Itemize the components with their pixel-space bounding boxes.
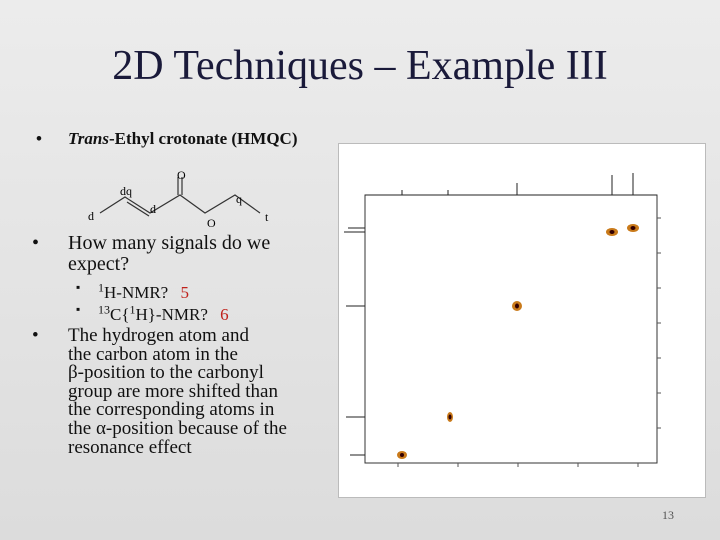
atom-label: O [177,168,186,182]
projection-left [344,227,365,456]
compound-prefix: Trans [68,129,109,148]
explanation-line: the α-position because of the [68,417,287,439]
superscript: 1 [98,280,104,294]
mult-label: dq [120,184,132,198]
answer-row: ▪ 1H-NMR? 5 [76,280,189,303]
mult-label: t [265,210,269,224]
explanation-line: the carbon atom in the [68,343,238,365]
superscript: 1 [129,302,136,316]
molecule: O dq d d q O t [88,168,269,230]
spectrum-frame [338,143,706,498]
explanation-line: group are more shifted than [68,380,278,402]
axis-ticks [397,217,661,467]
answer-value: 6 [220,304,229,324]
bonds [99,177,261,217]
superscript: 13 [98,302,110,316]
page-number: 13 [662,508,674,522]
label-text: H}-NMR? [135,304,208,324]
explanation-line: The hydrogen atom and [68,325,249,346]
bullet-dot: • [32,232,40,254]
explanation-line: the corresponding atoms in [68,399,275,421]
bullet-dot: • [32,325,39,346]
spectrum [338,143,706,498]
sub-dot: ▪ [76,280,81,294]
mult-label: d [150,202,156,216]
explanation-line: β-position to the carbonyl [68,362,264,384]
answer-row: ▪ 13C{1H}-NMR? 6 [76,302,229,325]
answer-label: 1H-NMR? [98,280,169,302]
answer-label: 13C{1H}-NMR? [98,302,208,324]
answer-value: 5 [180,282,189,302]
sub-dot: ▪ [76,302,81,316]
compound-name: -Ethyl crotonate (HMQC) [108,129,298,148]
mult-label: q [236,192,242,206]
cross-peaks [397,224,639,459]
bullet-dot: • [36,129,42,148]
mult-label: d [88,209,94,223]
explanation-line: resonance effect [68,436,192,458]
bullet: • How many signals do we expect? [32,232,278,275]
atom-label: O [207,216,216,230]
bullet: • Trans-Ethyl crotonate (HMQC) [36,128,298,149]
question: How many signals do we expect? [68,232,271,275]
label-text: C{ [110,304,130,324]
label-text: H-NMR? [104,282,169,302]
bullet: • The hydrogen atom and the carbon atom i… [32,325,287,458]
slide-title: 2D Techniques – Example III [112,43,608,89]
projection-top [365,173,657,196]
